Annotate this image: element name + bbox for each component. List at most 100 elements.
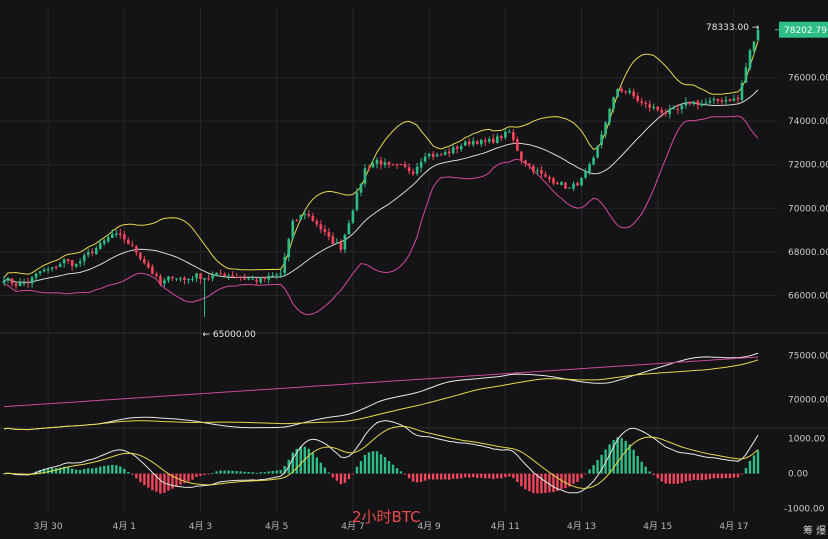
candle[interactable] [239, 276, 242, 281]
candle[interactable] [22, 278, 26, 287]
candle[interactable] [74, 263, 78, 269]
candle[interactable] [251, 275, 254, 280]
moving-average-panel[interactable] [3, 352, 759, 431]
candle[interactable] [211, 271, 214, 282]
candle[interactable] [375, 157, 379, 169]
candle[interactable] [114, 229, 118, 238]
candle[interactable] [167, 275, 170, 283]
candle[interactable] [632, 88, 635, 100]
candle[interactable] [371, 159, 375, 169]
candle[interactable] [680, 103, 684, 114]
candle[interactable] [355, 188, 359, 212]
candle[interactable] [227, 273, 230, 280]
candle[interactable] [540, 165, 543, 178]
candle[interactable] [155, 271, 158, 278]
candle[interactable] [676, 104, 680, 115]
candle[interactable] [600, 130, 603, 149]
candle[interactable] [46, 266, 50, 274]
candle[interactable] [207, 274, 210, 281]
candle[interactable] [315, 218, 319, 227]
candle[interactable] [564, 181, 567, 190]
candle[interactable] [191, 275, 194, 282]
candle[interactable] [327, 227, 331, 241]
candle[interactable] [491, 134, 495, 144]
candle[interactable] [403, 161, 407, 169]
candle[interactable] [692, 101, 696, 107]
candle[interactable] [415, 162, 419, 176]
candle[interactable] [395, 163, 399, 169]
candle[interactable] [259, 276, 262, 284]
candle[interactable] [664, 108, 668, 118]
candle[interactable] [367, 164, 371, 172]
candle[interactable] [143, 255, 146, 265]
candle[interactable] [351, 209, 355, 225]
candle[interactable] [50, 266, 54, 272]
candle[interactable] [728, 98, 732, 102]
candle[interactable] [391, 163, 395, 166]
candle[interactable] [90, 248, 94, 257]
candle[interactable] [616, 88, 619, 98]
candle[interactable] [86, 248, 90, 258]
candle[interactable] [223, 272, 226, 277]
candle[interactable] [38, 271, 42, 277]
candle[interactable] [30, 275, 34, 288]
candle[interactable] [110, 229, 114, 239]
candle[interactable] [119, 228, 122, 239]
candle[interactable] [648, 100, 652, 112]
candle[interactable] [271, 272, 275, 277]
candle[interactable] [524, 159, 527, 167]
candle[interactable] [588, 162, 591, 176]
candle[interactable] [407, 163, 411, 175]
candle[interactable] [716, 98, 720, 105]
candle[interactable] [439, 152, 443, 156]
candle[interactable] [724, 96, 728, 105]
candle[interactable] [283, 252, 287, 277]
candle[interactable] [243, 273, 246, 280]
candle[interactable] [187, 278, 190, 284]
candle[interactable] [42, 267, 46, 273]
candle[interactable] [419, 157, 423, 173]
candle[interactable] [183, 276, 186, 285]
candle[interactable] [287, 237, 291, 262]
candle[interactable] [311, 212, 315, 223]
candle[interactable] [255, 277, 258, 286]
candle[interactable] [556, 181, 559, 185]
price-panel[interactable]: 78333.00 → ← 65000.00 [2, 23, 760, 340]
candle[interactable] [435, 152, 439, 157]
candle[interactable] [700, 99, 704, 107]
candle[interactable] [696, 99, 700, 110]
candle[interactable] [102, 238, 106, 246]
candle[interactable] [740, 80, 744, 103]
candle[interactable] [34, 272, 38, 281]
candle[interactable] [516, 136, 519, 151]
candle[interactable] [359, 182, 363, 197]
candle[interactable] [54, 265, 58, 270]
candle[interactable] [672, 105, 676, 110]
candle[interactable] [18, 277, 22, 287]
candle[interactable] [219, 269, 222, 275]
candle[interactable] [580, 177, 583, 187]
candle[interactable] [319, 220, 323, 234]
candle[interactable] [455, 144, 459, 154]
candle[interactable] [756, 26, 760, 41]
candle[interactable] [123, 230, 126, 244]
candle[interactable] [58, 261, 62, 268]
candle[interactable] [387, 161, 391, 169]
candle[interactable] [628, 87, 631, 95]
candle[interactable] [568, 187, 571, 189]
candle[interactable] [712, 96, 716, 104]
candle[interactable] [151, 264, 154, 275]
candle[interactable] [335, 238, 339, 245]
candle[interactable] [620, 86, 623, 93]
candle[interactable] [487, 136, 491, 144]
candle[interactable] [10, 278, 14, 287]
candle[interactable] [572, 181, 575, 191]
candle[interactable] [127, 237, 130, 245]
candle[interactable] [504, 128, 507, 140]
candle[interactable] [479, 138, 483, 147]
candle[interactable] [752, 41, 756, 56]
candle[interactable] [411, 168, 415, 177]
candle[interactable] [427, 152, 431, 159]
candle[interactable] [379, 156, 383, 170]
